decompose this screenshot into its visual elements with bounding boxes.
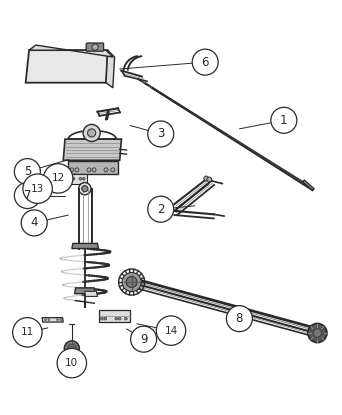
Circle shape <box>43 164 73 193</box>
Text: 14: 14 <box>165 326 177 336</box>
FancyBboxPatch shape <box>67 174 87 183</box>
Circle shape <box>75 168 79 172</box>
Circle shape <box>124 317 127 320</box>
Circle shape <box>64 341 79 356</box>
Circle shape <box>271 107 297 133</box>
Circle shape <box>101 317 103 320</box>
Circle shape <box>70 168 74 172</box>
Text: 8: 8 <box>236 312 243 325</box>
Circle shape <box>88 129 96 137</box>
Polygon shape <box>29 45 113 57</box>
Circle shape <box>48 319 50 321</box>
Circle shape <box>13 317 42 347</box>
Polygon shape <box>99 310 130 322</box>
Circle shape <box>148 121 174 147</box>
Circle shape <box>92 168 96 172</box>
Circle shape <box>21 210 47 236</box>
Polygon shape <box>72 244 98 249</box>
Polygon shape <box>26 50 108 83</box>
Circle shape <box>126 276 137 288</box>
Circle shape <box>148 196 174 222</box>
Circle shape <box>118 317 121 320</box>
Circle shape <box>104 168 108 172</box>
FancyBboxPatch shape <box>86 43 104 51</box>
Text: 3: 3 <box>157 127 165 140</box>
Circle shape <box>56 319 58 321</box>
Circle shape <box>308 323 327 343</box>
Circle shape <box>92 44 98 50</box>
Text: 10: 10 <box>65 358 78 368</box>
Circle shape <box>79 177 82 180</box>
Text: 13: 13 <box>31 184 44 194</box>
Circle shape <box>115 317 118 320</box>
Circle shape <box>60 319 62 321</box>
Circle shape <box>111 168 115 172</box>
Text: 1: 1 <box>280 114 288 127</box>
Text: 6: 6 <box>201 56 209 68</box>
Circle shape <box>72 177 75 180</box>
Circle shape <box>156 316 186 345</box>
Polygon shape <box>106 50 115 88</box>
Circle shape <box>14 183 40 208</box>
Text: 9: 9 <box>140 333 147 346</box>
Text: 11: 11 <box>21 327 34 337</box>
Polygon shape <box>75 288 95 294</box>
Circle shape <box>83 124 100 142</box>
Circle shape <box>44 319 47 321</box>
Text: 12: 12 <box>52 173 65 183</box>
Text: 5: 5 <box>24 165 31 178</box>
Circle shape <box>192 49 218 75</box>
Circle shape <box>69 177 71 180</box>
Polygon shape <box>42 317 63 322</box>
Circle shape <box>104 317 107 320</box>
Polygon shape <box>68 161 118 174</box>
Circle shape <box>79 183 91 195</box>
Circle shape <box>226 306 252 332</box>
Circle shape <box>131 326 157 352</box>
Text: 7: 7 <box>24 189 31 202</box>
Text: 2: 2 <box>157 203 165 216</box>
Polygon shape <box>85 291 97 296</box>
Circle shape <box>207 177 212 182</box>
Circle shape <box>67 344 76 353</box>
Circle shape <box>57 349 87 378</box>
Circle shape <box>122 273 141 292</box>
Circle shape <box>313 329 321 337</box>
Circle shape <box>82 186 88 192</box>
Circle shape <box>14 159 40 185</box>
Circle shape <box>23 174 52 203</box>
Text: 4: 4 <box>30 216 38 229</box>
Polygon shape <box>63 139 121 160</box>
Circle shape <box>87 168 91 172</box>
Circle shape <box>204 176 209 181</box>
Polygon shape <box>303 180 314 190</box>
Circle shape <box>82 177 85 180</box>
